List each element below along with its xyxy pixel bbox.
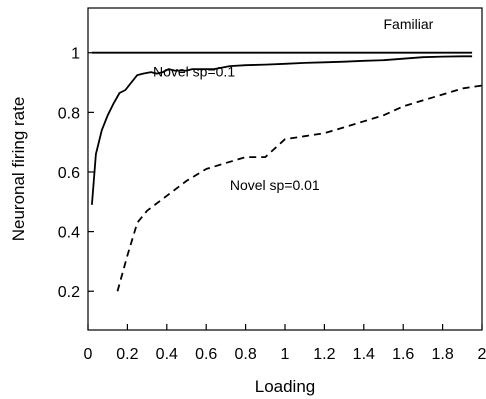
series-annotation: Familiar — [384, 16, 434, 32]
x-tick-label: 1 — [281, 346, 290, 363]
series-line-novel-sp-0-1 — [91, 55, 473, 205]
x-tick-label: 1.8 — [431, 346, 453, 363]
x-tick-label: 0.6 — [195, 346, 217, 363]
series-annotation: Novel sp=0.1 — [153, 64, 235, 80]
series-line-novel-sp-0-01 — [116, 84, 483, 292]
series-layer — [91, 51, 483, 292]
y-tick-label: 1 — [71, 46, 80, 63]
y-tick-label: 0.8 — [58, 105, 80, 122]
x-tick-label: 2 — [478, 346, 486, 363]
annotation-layer: Familiar Novel sp=0.1 Novel sp=0.01 — [153, 16, 434, 193]
x-tick-label: 1.6 — [392, 346, 414, 363]
y-tick-label: 0.6 — [58, 165, 80, 182]
x-tick-label: 0.8 — [234, 346, 256, 363]
series-annotation: Novel sp=0.01 — [230, 177, 320, 193]
x-axis-label: Loading — [255, 377, 316, 396]
x-tick-label: 0.2 — [116, 346, 138, 363]
y-axis-ticks: 0.2 0.4 0.6 0.8 1 — [58, 46, 94, 301]
y-tick-label: 0.2 — [58, 284, 80, 301]
x-tick-label: 0 — [84, 346, 93, 363]
x-tick-label: 1.4 — [353, 346, 375, 363]
x-tick-label: 1.2 — [313, 346, 335, 363]
y-axis-label: Neuronal firing rate — [9, 97, 28, 242]
x-axis-ticks: 0 0.2 0.4 0.6 0.8 1 1.2 1.4 1.6 1.8 2 — [84, 324, 486, 363]
x-tick-label: 0.4 — [156, 346, 178, 363]
y-tick-label: 0.4 — [58, 225, 80, 242]
